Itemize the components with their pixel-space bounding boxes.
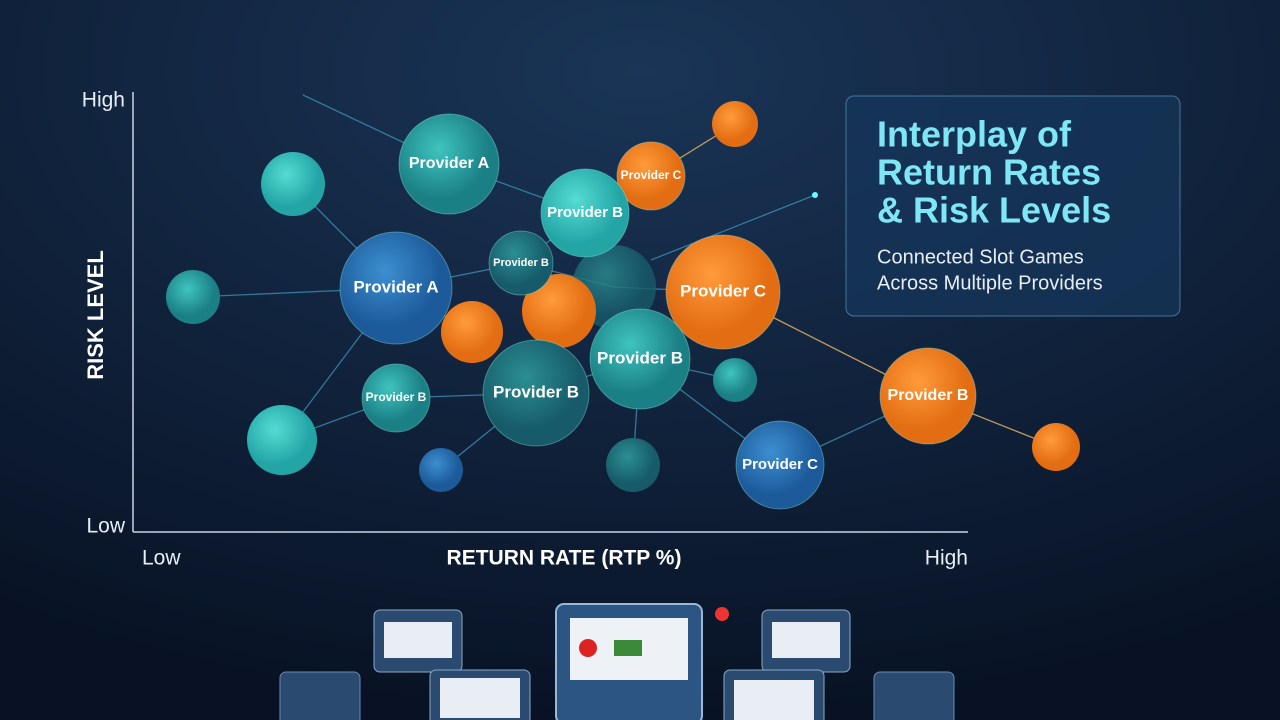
lever [715, 607, 729, 621]
reels [772, 622, 840, 658]
node [735, 420, 825, 510]
node-label: Provider B [888, 387, 969, 404]
node [482, 339, 590, 447]
node [713, 358, 757, 402]
labeled-nodes: Provider A Provider C Provider B Provider B… [339, 113, 977, 510]
axes: High Low RISK LEVEL Low High RETURN RATE… [82, 89, 968, 570]
panel-subtitle: Connected Slot Games [877, 246, 1084, 268]
slot-machines [279, 603, 955, 720]
reels [384, 622, 452, 658]
node [712, 101, 758, 147]
node [879, 347, 977, 445]
y-title: RISK LEVEL [83, 250, 108, 380]
node [522, 274, 596, 348]
node-label: Provider A [409, 155, 490, 172]
node [488, 230, 554, 296]
y-low: Low [86, 515, 125, 538]
dot [812, 192, 818, 198]
node [419, 448, 463, 492]
node [589, 308, 691, 410]
node-label: Provider B [547, 204, 623, 221]
panel-box [845, 95, 1181, 317]
bar-symbol [614, 640, 642, 656]
node [665, 234, 781, 350]
cherry [579, 639, 597, 657]
unlabeled-nodes [166, 101, 1080, 492]
node [616, 141, 686, 211]
info-panel: Interplay of Return Rates & Risk Levels … [845, 95, 1181, 317]
panel-title: Interplay of [877, 114, 1072, 155]
node-label: Provider C [742, 456, 818, 473]
node-label: Provider A [353, 277, 438, 296]
node [261, 152, 325, 216]
x-low: Low [142, 547, 181, 570]
panel-subtitle: Across Multiple Providers [877, 272, 1103, 294]
slot-machine [279, 671, 361, 720]
node-label: Provider B [493, 257, 549, 269]
panel-title: Return Rates [877, 152, 1101, 193]
node [606, 438, 660, 492]
node-label: Provider B [366, 390, 427, 404]
node-label: Provider B [597, 348, 683, 367]
reels [440, 678, 520, 718]
node [398, 113, 500, 215]
node [441, 301, 503, 363]
x-high: High [925, 547, 968, 570]
y-high: High [82, 89, 125, 112]
node [247, 405, 317, 475]
node [166, 270, 220, 324]
node [361, 363, 431, 433]
node-label: Provider B [493, 382, 579, 401]
node [1032, 423, 1080, 471]
node [339, 231, 453, 345]
x-title: RETURN RATE (RTP %) [447, 547, 682, 570]
reels [734, 680, 814, 720]
slot-machine [873, 671, 955, 720]
node-label: Provider C [680, 281, 766, 300]
node-label: Provider C [621, 168, 682, 182]
panel-title: & Risk Levels [877, 190, 1111, 231]
node [540, 168, 630, 258]
